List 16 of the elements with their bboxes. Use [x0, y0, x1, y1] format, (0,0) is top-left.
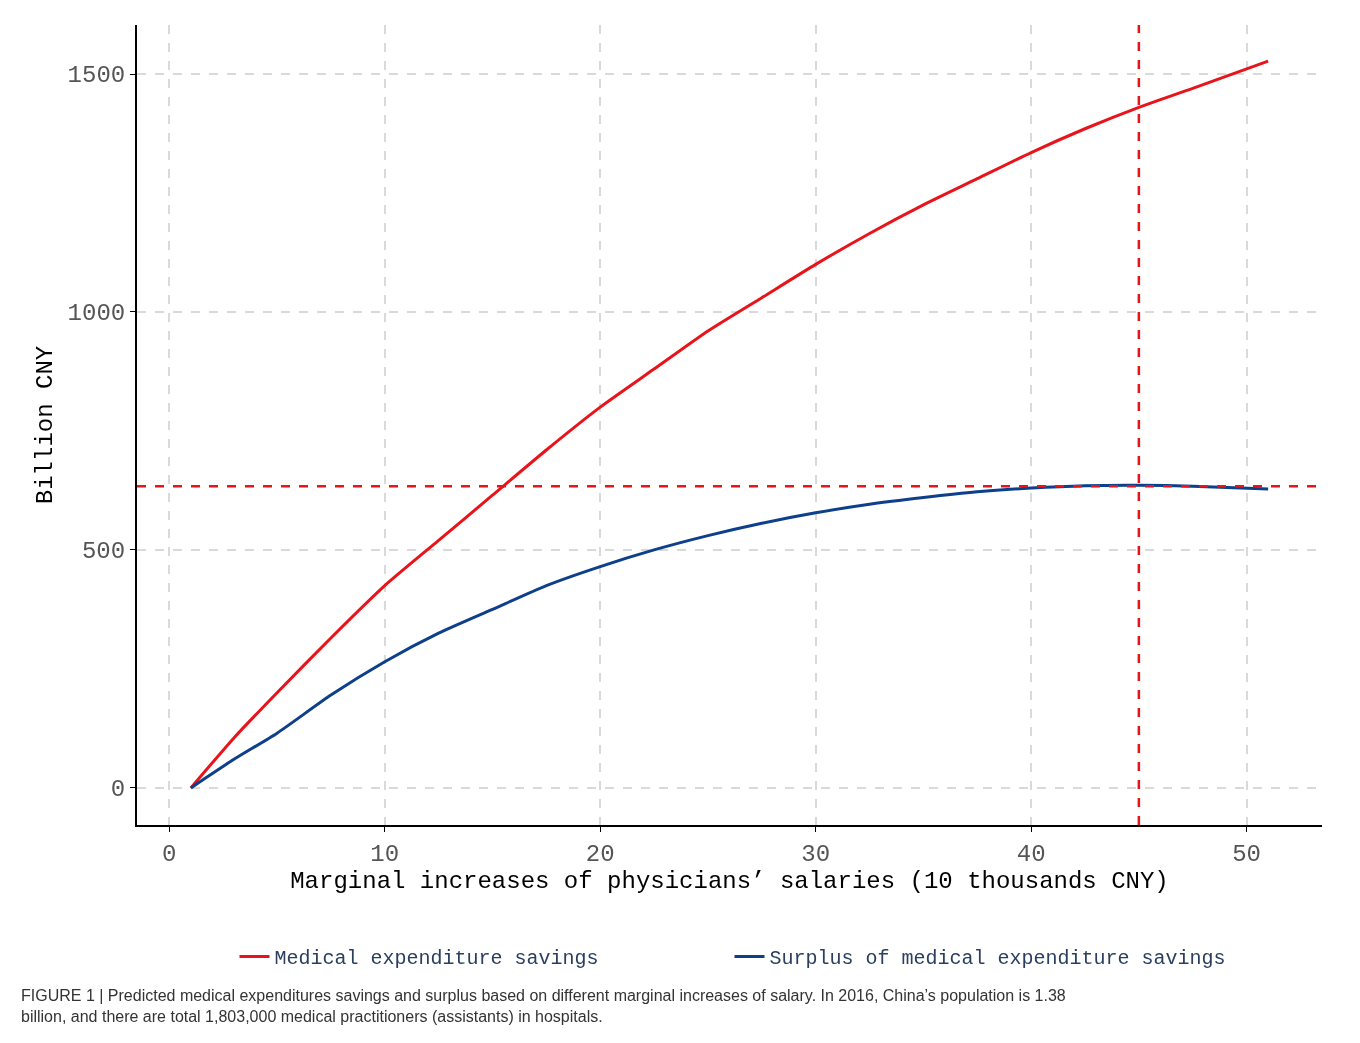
- x-tick-label: 20: [585, 840, 615, 868]
- y-tick-label: 0: [110, 776, 126, 804]
- x-axis-title: Marginal increases of physicians’ salaries (10 thousands CNY): [290, 867, 1169, 895]
- legend-label: Surplus of medical expenditure savings: [769, 947, 1226, 971]
- legend-label: Medical expenditure savings: [274, 947, 599, 971]
- caption: FIGURE 1 | Predicted medical expenditures savings and surplus based on different marginal increases of salary. In 2016, China’s population is 1.38 billion, and there are total 1,803,000 medical practitioners (assistants) in hospitals.: [21, 987, 1066, 1025]
- line-series: [189, 483, 1270, 790]
- y-tick-label: 1000: [67, 300, 126, 328]
- y-axis-title: Billion CNY: [32, 345, 60, 505]
- x-tick-label: 40: [1016, 840, 1046, 868]
- x-tick-label: 10: [370, 840, 400, 868]
- x-tick-label: 50: [1232, 840, 1261, 868]
- y-tick-label: 500: [81, 538, 126, 566]
- x-tick-label: 0: [162, 840, 177, 868]
- x-tick-label: 30: [801, 840, 831, 868]
- y-tick-label: 1500: [67, 62, 126, 90]
